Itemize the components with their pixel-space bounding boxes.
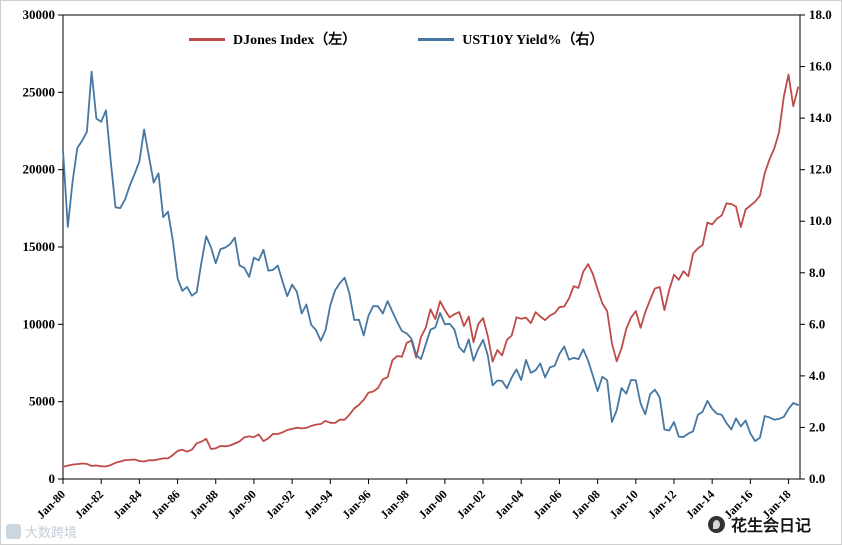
y-right-tick-label: 14.0 — [809, 110, 832, 125]
x-tick-label: Jan-00 — [416, 487, 450, 521]
watermark-left-label: 大数跨境 — [25, 525, 78, 540]
legend-label-ust10y: UST10Y Yield%（右） — [462, 33, 604, 48]
legend-item-ust10y: UST10Y Yield%（右） — [418, 29, 603, 49]
ust10y-series-line — [62, 70, 799, 443]
x-tick-label: Jan-04 — [492, 487, 526, 521]
y-left-tick-label: 15000 — [23, 239, 56, 254]
y-right-tick-label: 8.0 — [809, 265, 825, 280]
x-tick-label: Jan-88 — [186, 487, 220, 521]
y-right-tick-label: 10.0 — [809, 213, 832, 228]
y-left-tick-label: 0 — [49, 471, 56, 486]
x-tick-label: Jan-86 — [148, 487, 182, 521]
legend-label-djones: DJones Index（左） — [233, 33, 357, 48]
legend-item-djones: DJones Index（左） — [189, 29, 356, 49]
djones-line-swatch — [189, 37, 225, 41]
y-right-tick-label: 0.0 — [809, 471, 825, 486]
y-right-tick-label: 18.0 — [809, 7, 832, 22]
y-right-tick-label: 4.0 — [809, 368, 825, 383]
x-tick-label: Jan-92 — [263, 487, 297, 521]
watermark-right-leaf-icon — [707, 515, 725, 533]
x-tick-label: Jan-08 — [568, 487, 602, 521]
x-tick-label: Jan-90 — [225, 487, 259, 521]
x-tick-label: Jan-10 — [607, 487, 641, 521]
watermark-left: 大数跨境 — [6, 522, 77, 541]
ust10y-line-swatch — [418, 37, 455, 41]
watermark-left-logo-icon — [6, 524, 21, 539]
y-left-tick-label: 30000 — [23, 7, 56, 22]
watermark-right-label: 花生会日记 — [730, 518, 811, 535]
y-right-tick-label: 2.0 — [809, 419, 825, 434]
y-left-tick-label: 20000 — [23, 162, 56, 177]
x-tick-label: Jan-94 — [301, 487, 335, 521]
x-tick-label: Jan-12 — [645, 487, 679, 521]
y-left-tick-label: 5000 — [29, 394, 55, 409]
x-tick-label: Jan-02 — [454, 487, 488, 521]
x-tick-label: Jan-82 — [72, 487, 106, 521]
y-right-tick-label: 12.0 — [809, 162, 832, 177]
x-tick-label: Jan-98 — [377, 487, 411, 521]
y-right-tick-label: 6.0 — [809, 316, 825, 331]
x-tick-label: Jan-06 — [530, 487, 564, 521]
y-right-tick-label: 16.0 — [809, 59, 832, 74]
y-left-tick-label: 10000 — [23, 316, 56, 331]
legend: DJones Index（左） UST10Y Yield%（右） — [189, 29, 603, 49]
watermark-right: 花生会日记 — [707, 512, 811, 536]
y-left-tick-label: 25000 — [23, 84, 56, 99]
x-tick-label: Jan-80 — [34, 487, 68, 521]
x-tick-label: Jan-84 — [110, 487, 144, 521]
x-tick-label: Jan-96 — [339, 487, 373, 521]
djones-series-line — [62, 73, 799, 468]
